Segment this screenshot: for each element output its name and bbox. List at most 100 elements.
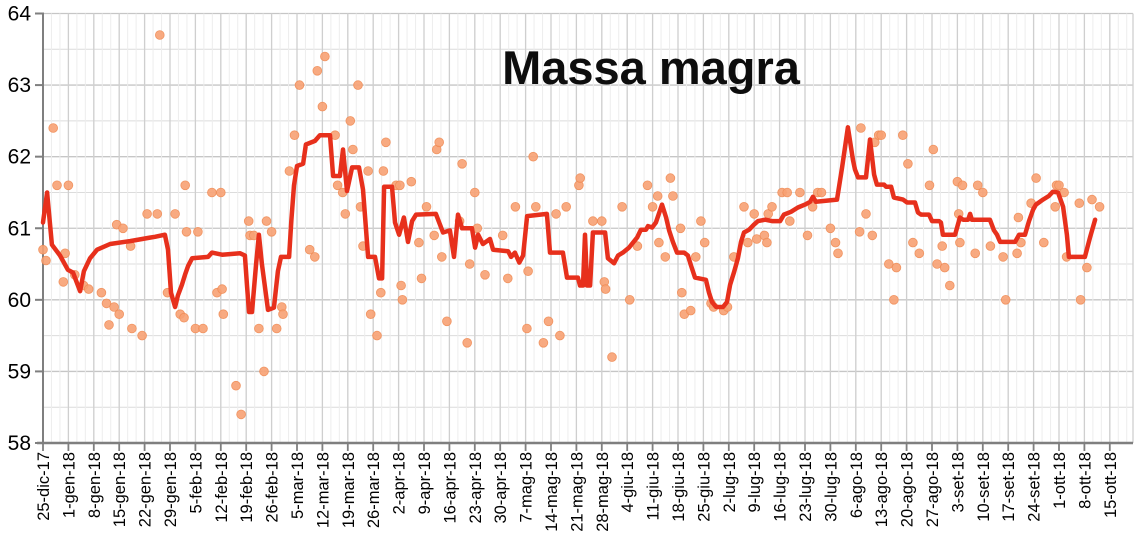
scatter-point	[1031, 173, 1041, 183]
scatter-point	[83, 284, 94, 294]
x-tick-label: 22-gen-18	[137, 452, 155, 527]
scatter-point	[528, 151, 538, 162]
scatter-point	[345, 116, 356, 126]
scatter-point	[259, 366, 269, 377]
scatter-point	[397, 294, 408, 305]
x-tick-label: 8-gen-18	[86, 452, 104, 518]
scatter-point	[48, 123, 58, 133]
x-tick-label: 19-feb-18	[238, 452, 256, 523]
scatter-point	[1000, 294, 1011, 305]
scatter-point	[179, 312, 189, 323]
x-tick-label: 5-feb-18	[187, 452, 205, 513]
scatter-point	[193, 227, 203, 237]
scatter-point	[109, 302, 119, 312]
scatter-point	[928, 144, 939, 155]
scatter-point	[555, 330, 565, 341]
scatter-point	[675, 223, 686, 234]
trend-polyline	[40, 125, 1098, 315]
scatter-point	[41, 255, 51, 266]
y-tick-label: 62	[8, 146, 31, 169]
scatter-point	[254, 323, 264, 334]
scatter-point	[652, 191, 663, 201]
scatter-point	[970, 248, 980, 259]
x-tick-label: 1-ott-18	[1051, 452, 1069, 509]
scatter-point	[284, 166, 295, 176]
x-tick-label: 2-lug-18	[721, 452, 739, 513]
scatter-point	[271, 323, 282, 334]
scatter-point	[676, 287, 687, 298]
scatter-point	[856, 123, 866, 133]
scatter-point	[762, 237, 772, 248]
scatter-point	[825, 223, 836, 234]
scatter-point	[231, 380, 241, 391]
scatter-point	[312, 66, 323, 76]
scatter-point	[396, 280, 406, 291]
x-tick-label: 15-ott-18	[1102, 452, 1120, 518]
x-tick-label: 9-lug-18	[746, 452, 764, 513]
scatter-point	[462, 337, 473, 348]
x-tick-label: 13-ago-18	[873, 452, 891, 527]
scatter-point	[522, 323, 532, 334]
scatter-point	[575, 173, 585, 183]
scatter-point	[530, 202, 541, 212]
x-tick-label: 16-apr-18	[441, 452, 459, 524]
scatter-point	[365, 309, 376, 320]
scatter-point	[998, 252, 1008, 262]
scatter-point	[317, 101, 328, 112]
scatter-point	[1074, 198, 1085, 209]
scatter-point	[442, 316, 452, 327]
x-tick-label: 16-lug-18	[772, 452, 790, 522]
scatter-point	[304, 244, 315, 255]
scatter-point	[353, 80, 363, 90]
scatter-point	[436, 252, 447, 262]
scatter-point	[600, 284, 611, 294]
scatter-point	[908, 237, 918, 248]
scatter-point	[807, 202, 818, 212]
scatter-point	[690, 252, 701, 262]
y-tick-label: 59	[8, 360, 31, 383]
scatter-point	[1039, 237, 1049, 248]
x-tick-label: 3-set-18	[949, 452, 967, 513]
scatter-point	[937, 241, 947, 251]
scatter-point	[236, 409, 246, 420]
x-tick-label: 8-ott-18	[1076, 452, 1094, 509]
trend-line	[40, 125, 1098, 315]
x-tick-label: 30-lug-18	[822, 452, 840, 522]
scatter-point	[939, 262, 950, 273]
x-tick-label: 1-gen-18	[60, 452, 78, 518]
scatter-point	[469, 187, 480, 198]
scatter-point	[395, 180, 405, 191]
scatter-point	[348, 144, 358, 155]
scatter-point	[118, 223, 128, 234]
scatter-point	[816, 187, 827, 198]
x-tick-label: 12-feb-18	[213, 452, 231, 523]
scatter-point	[434, 137, 445, 148]
scatter-point	[665, 173, 676, 183]
x-tick-label: 21-mag-18	[568, 452, 586, 532]
scatter-point	[127, 323, 137, 334]
x-tick-label: 19-mar-18	[340, 452, 358, 528]
x-axis-ticks-and-labels: 25-dic-17 1-gen-18 8-gen-18 15-gen-18 22-gen…	[35, 443, 1120, 532]
scatter-point	[876, 130, 886, 141]
scatter-point	[889, 294, 899, 305]
scatter-point	[497, 230, 508, 241]
scatter-point	[332, 180, 343, 191]
x-tick-label: 27-ago-18	[924, 452, 942, 527]
scatter-point	[375, 287, 386, 298]
scatter-point	[830, 237, 841, 248]
y-axis-ticks-and-labels: 64 63 62 61 60 59 58	[8, 3, 43, 455]
scatter-point	[749, 209, 759, 219]
scatter-point	[217, 284, 227, 294]
scatter-point	[104, 320, 114, 330]
x-tick-label: 23-apr-18	[467, 452, 485, 524]
scatter-point	[538, 337, 549, 348]
scatter-point	[654, 237, 664, 248]
scatter-point	[624, 294, 635, 305]
scatter-point	[414, 237, 424, 248]
chart-title: Massa magra	[502, 41, 800, 94]
y-tick-label: 61	[8, 217, 31, 240]
scatter-point	[63, 180, 74, 191]
scatter-point	[114, 309, 124, 320]
scatter-point	[883, 259, 894, 269]
